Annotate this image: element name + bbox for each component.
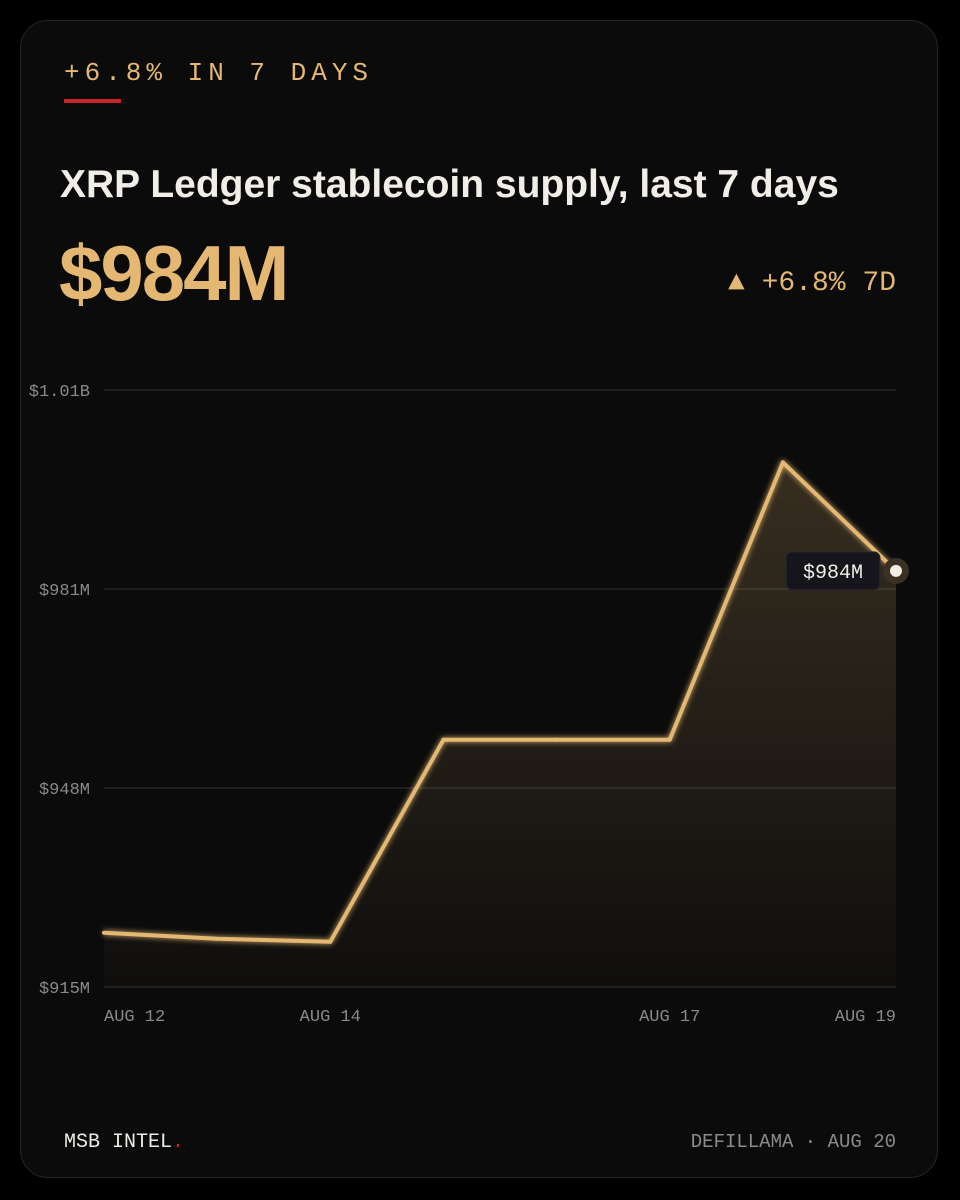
change-text: +6.8% 7D [761,268,896,299]
series-line [103,460,898,944]
end-value-label: $984M [803,562,863,585]
y-tick-label: $948M [39,781,90,800]
end-point [890,564,902,577]
y-tick-label: $981M [39,582,90,601]
data-point [102,930,106,935]
x-tick-label: AUG 19 [835,1008,896,1027]
series-points [102,460,909,944]
end-value-tag-box [785,551,881,591]
x-tick-label: AUG 17 [639,1008,700,1027]
brand-name: MSB INTEL [64,1131,173,1154]
chart-title: XRP Ledger stablecoin supply, last 7 day… [60,163,839,206]
series-area-fill [104,462,896,987]
data-point [328,939,333,944]
headline-value: $984M [59,229,289,317]
x-tick-label: AUG 14 [300,1008,361,1027]
x-tick-label: AUG 12 [104,1008,165,1027]
x-axis-ticks: AUG 12 AUG 14 AUG 17 AUG 19 [104,1008,896,1027]
data-point [780,460,785,465]
source-note: DEFILLAMA · AUG 20 [690,1131,896,1153]
y-tick-label: $915M [39,980,90,999]
kicker-underline [64,99,121,103]
data-point [554,737,559,742]
up-arrow-icon: ▲ [727,268,745,299]
brand-dot: . [172,1131,185,1154]
end-value-tag: $984M [785,551,881,591]
brand-logo: MSB INTEL. [64,1131,184,1154]
change-badge: ▲ +6.8% 7D [728,268,896,299]
y-tick-label: $1.01B [29,383,90,402]
data-point [667,737,672,742]
y-axis-ticks: $1.01B $981M $948M $915M [29,383,90,999]
data-point [441,737,446,742]
change-kicker: +6.8% IN 7 DAYS [64,58,374,88]
data-point [215,936,220,941]
